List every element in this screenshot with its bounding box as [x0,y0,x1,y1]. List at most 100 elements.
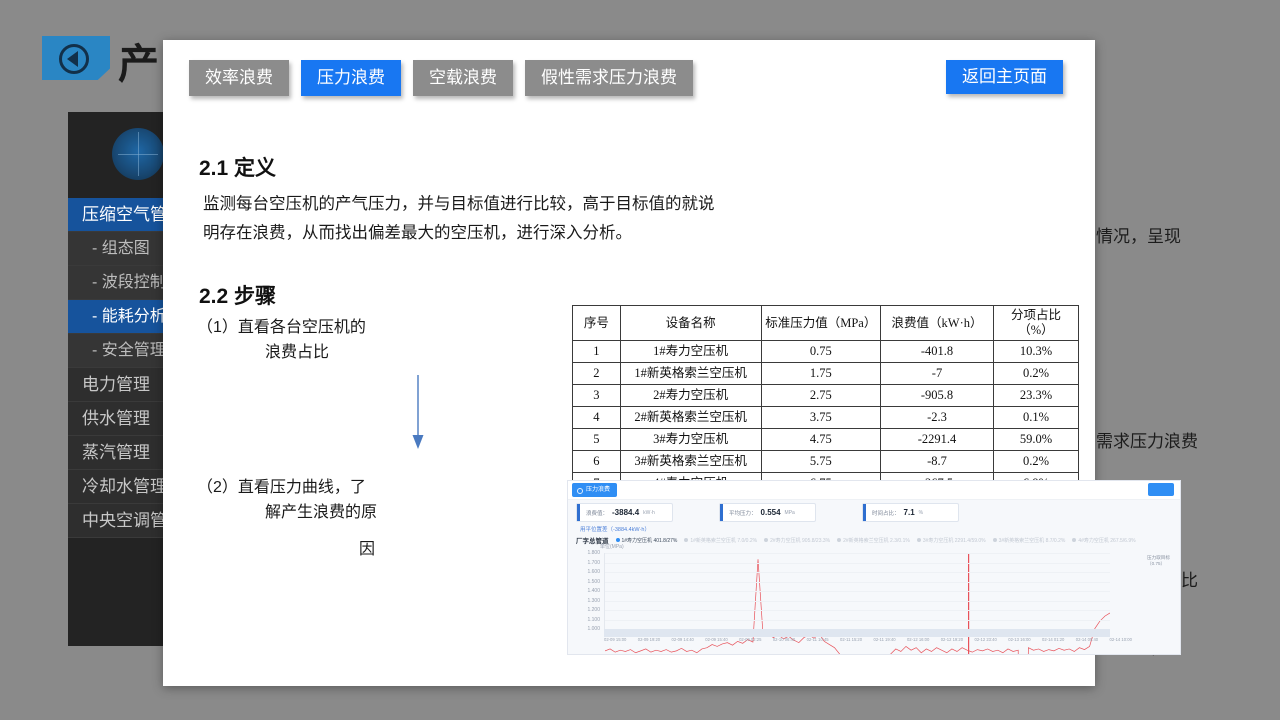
definition-line-1: 监测每台空压机的产气压力，并与目标值进行比较，高于目标值的就说 [203,195,715,213]
gridline-6 [605,610,1110,611]
gridline-5 [605,600,1110,602]
gridline-7 [605,619,1110,621]
th-waste-value: 浪费值（kW·h） [880,305,994,341]
cell-r5-c0: 6 [572,450,621,473]
cell-r2-c4: 23.3% [992,384,1080,407]
table-row: 4 2#新英格索兰空压机 3.75 -2.3 0.1% [572,406,1080,429]
stat-card-1: 平均压力： 0.554 MPa [719,503,816,522]
y-tick-6: 1.200 [587,607,600,613]
legend-items[interactable]: 1#寿力空压机 401.8/27% 1#新英格索兰空压机 7.0/0.2% 2#寿力… [615,537,1136,544]
definition-heading: 2.1 定义 [199,157,277,180]
legend-item-1[interactable]: 1#新英格索兰空压机 7.0/0.2% [684,537,757,544]
y-tick-2: 1.600 [587,569,600,575]
legend-label-2: 2#寿力空压机 905.8/23.3% [770,537,831,544]
table-row: 2 1#新英格索兰空压机 1.75 -7 0.2% [572,362,1080,385]
step-1-label: （1）直看各台空压机的 [197,319,366,336]
x-tick-2: 02-09 14:40 [671,637,694,642]
x-tick-12: 02-13 16:00 [1008,637,1031,642]
back-arrow-triangle [67,51,78,67]
app-topbar: 压力浪费 [568,481,1180,500]
stat-value-2: 7.1 [903,508,915,517]
x-tick-11: 02-12 23:40 [974,637,997,642]
cell-r4-c4: 59.0% [992,428,1080,451]
table-row: 1 1#寿力空压机 0.75 -401.8 10.3% [572,340,1080,363]
x-tick-6: 02-11 10:45 [806,637,829,642]
tab-bar[interactable]: 效率浪费 压力浪费 空载浪费 假性需求压力浪费 [189,60,693,96]
stat-value-1: 0.554 [760,508,781,517]
step-2-continuation: 解产生浪费的原 [265,504,378,521]
y-tick-7: 1.100 [587,616,600,623]
tab-0[interactable]: 效率浪费 [189,60,289,96]
x-tick-3: 02-09 15:40 [705,637,728,642]
legend-item-5[interactable]: 3#新英格索兰空压机 8.7/0.2% [992,537,1066,544]
cell-r4-c1: 3#寿力空压机 [619,428,762,451]
cell-r1-c3: -7 [880,362,994,385]
y-tick-3: 1.500 [587,578,600,585]
stat-label-0: 浪费值： [586,510,609,517]
legend-label-3: 2#新英格索兰空压机 2.3/0.1% [843,537,910,544]
cell-r0-c3: -401.8 [880,340,994,363]
globe-logo-icon [112,128,164,180]
cell-r0-c1: 1#寿力空压机 [619,340,762,363]
legend-item-0[interactable]: 1#寿力空压机 401.8/27% [615,537,678,544]
cell-r3-c4: 0.1% [992,406,1080,429]
legend-item-2[interactable]: 2#寿力空压机 905.8/23.3% [764,537,830,544]
return-home-button[interactable]: 返回主页面 [946,60,1063,94]
th-standard-pressure: 标准压力值（MPa） [760,305,882,341]
legend-item-6[interactable]: 4#寿力空压机 267.5/6.9% [1072,537,1136,544]
stat-unit-0: kW·h [643,509,655,516]
x-tick-14: 02-14 05:40 [1075,637,1099,642]
cell-r1-c0: 2 [572,362,621,385]
y-axis-unit: 单位(MPa) [600,544,624,550]
content-card: 效率浪费 压力浪费 空载浪费 假性需求压力浪费 返回主页面 2.1 定义 监测每台空压… [163,40,1181,686]
x-axis-labels: 02-09 15:00 02-09 19:20 02-09 14:40 02-09 1… [604,637,1132,645]
cell-r2-c2: 2.75 [760,384,882,407]
app-settings-button[interactable] [1148,483,1174,496]
tab-2[interactable]: 空载浪费 [413,60,513,96]
step-2-label: （2）直看压力曲线，了 [197,479,366,496]
gridline-0 [605,553,1110,554]
legend-dot-5 [992,538,997,542]
x-tick-8: 02-11 19:40 [873,637,896,642]
x-tick-4: 02-09 02:25 [739,637,762,642]
legend-label-1: 1#新英格索兰空压机 7.0/0.2% [690,537,758,544]
app-tab-pressure-waste[interactable]: 压力浪费 [572,483,618,497]
table-header-row: 序号 设备名称 标准压力值（MPa） 浪费值（kW·h） 分项占比（%） [572,305,1080,341]
stat-label-1: 平均压力： [729,510,757,517]
gridline-4 [605,591,1110,592]
legend-label-5: 3#新英格索兰空压机 8.7/0.2% [998,537,1066,544]
legend-item-4[interactable]: 3#寿力空压机 2291.4/59.0% [916,537,986,544]
th-index: 序号 [572,305,621,341]
x-tick-9: 02-12 16:00 [906,637,930,642]
cell-r2-c0: 3 [572,384,621,407]
tab-3[interactable]: 假性需求压力浪费 [525,60,693,96]
th-share: 分项占比（%） [992,305,1080,341]
x-tick-0: 02-09 15:00 [604,637,627,642]
back-arrow-icon[interactable] [42,36,110,80]
pressure-series-line [605,553,1110,655]
cell-r3-c2: 3.75 [760,406,882,429]
cell-r3-c3: -2.3 [880,406,994,429]
step-1-continuation: 浪费占比 [265,344,330,361]
cell-r4-c0: 5 [572,428,621,451]
y-tick-4: 1.400 [587,588,600,594]
legend-item-3[interactable]: 2#新英格索兰空压机 2.3/0.1% [837,537,910,544]
stat-value-0: -3884.4 [612,508,640,517]
cell-r2-c1: 2#寿力空压机 [619,384,762,407]
table-row: 3 2#寿力空压机 2.75 -905.8 23.3% [572,384,1080,407]
annotation-line-1: （0.75） [1147,561,1166,566]
target-pressure-annotation: 压力取目标 （0.75） [1147,555,1170,567]
legend-label-6: 4#寿力空压机 267.5/6.9% [1078,537,1136,544]
tab-1[interactable]: 压力浪费 [301,60,401,96]
step-2-continuation-2: 因 [359,541,376,558]
th-device: 设备名称 [619,305,762,341]
chart-legend[interactable]: 厂字总管道 1#寿力空压机 401.8/27% 1#新英格索兰空压机 7.0/0.… [576,535,1136,546]
x-axis-band[interactable] [604,629,1110,637]
chart-grid [604,553,1110,629]
legend-label-0: 1#寿力空压机 401.8/27% [621,537,678,544]
legend-dot-2 [764,538,769,542]
cell-r3-c1: 2#新英格索兰空压机 [619,406,762,429]
step-2: （2）直看压力曲线，了 解产生浪费的原 [197,475,421,525]
cell-r0-c2: 0.75 [760,340,882,363]
stat-card-0: 浪费值： -3884.4 kW·h [576,503,673,522]
